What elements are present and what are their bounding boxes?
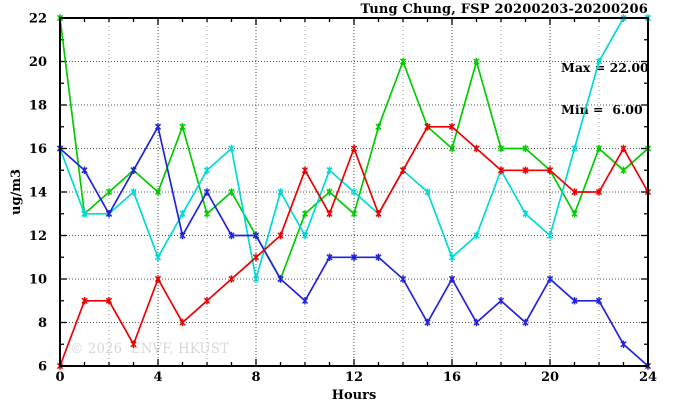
x-axis-label: Hours [331, 388, 377, 403]
max-value-label: Max = 22.00 [561, 60, 649, 75]
y-tick-label: 14 [29, 186, 47, 201]
min-value-label: Min = 6.00 [561, 102, 643, 117]
x-tick-label: 20 [541, 370, 559, 385]
x-tick-label: 0 [55, 370, 64, 385]
x-tick-label: 24 [639, 370, 657, 385]
y-tick-label: 18 [29, 99, 47, 114]
y-tick-label: 20 [29, 55, 47, 70]
y-tick-label: 8 [38, 316, 47, 331]
y-tick-label: 6 [38, 360, 47, 375]
tick-labels: 0 4 8 12 16 20 24 6 8 10 12 14 16 18 20 22 [29, 12, 657, 386]
max-min-annotation: Max = 22.00 Min = 6.00 [561, 33, 649, 131]
y-tick-label: 10 [29, 273, 47, 288]
x-tick-label: 8 [251, 370, 260, 385]
page-title: Tung Chung, FSP 20200203-20200206 [360, 2, 648, 17]
plot-frame [59, 17, 649, 367]
x-tick-label: 4 [153, 370, 162, 385]
y-tick-label: 16 [29, 142, 47, 157]
x-tick-label: 16 [443, 370, 461, 385]
watermark: © 2026 ENVF, HKUST [70, 341, 230, 357]
x-tick-label: 12 [345, 370, 363, 385]
series-blue [56, 122, 652, 370]
y-tick-label: 12 [29, 229, 47, 244]
y-tick-label: 22 [29, 12, 47, 27]
